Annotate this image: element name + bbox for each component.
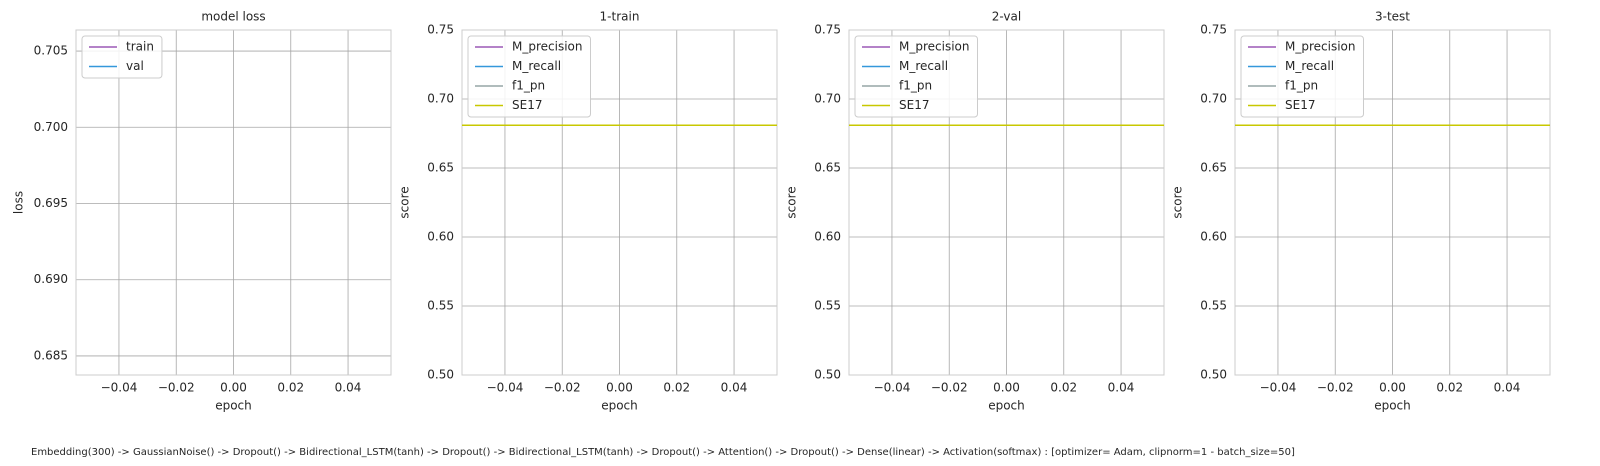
legend-label: M_precision: [1285, 40, 1356, 54]
y-tick-label: 0.65: [427, 161, 454, 175]
x-tick-label: 0.00: [993, 381, 1020, 395]
legend: M_precision M_recall f1_pn SE17: [854, 35, 978, 118]
chart-title: 1-train: [600, 10, 640, 24]
y-tick-label: 0.700: [34, 120, 68, 134]
y-tick-label: 0.685: [34, 348, 68, 362]
legend-label: M_precision: [899, 40, 970, 54]
x-tick-label: −0.02: [544, 381, 581, 395]
legend-label: f1_pn: [899, 79, 932, 93]
x-axis-label: epoch: [988, 399, 1025, 413]
x-tick-label: 0.02: [663, 381, 690, 395]
y-tick-label: 0.55: [427, 299, 454, 313]
plot-frame: [461, 29, 778, 376]
y-tick-label: 0.75: [427, 23, 454, 37]
footer: Embedding(300) -> GaussianNoise() -> Dro…: [31, 447, 1295, 458]
y-tick-label: 0.60: [427, 230, 454, 244]
plot-frame: [75, 29, 392, 376]
legend-label: M_recall: [899, 59, 948, 73]
x-tick-label: 0.04: [721, 381, 748, 395]
y-tick-label: 0.70: [427, 92, 454, 106]
y-tick-label: 0.705: [34, 44, 68, 58]
x-axis-label: epoch: [1374, 399, 1411, 413]
y-tick-label: 0.75: [1200, 23, 1227, 37]
legend-label: SE17: [899, 98, 929, 112]
x-tick-label: 0.00: [606, 381, 633, 395]
legend-label: train: [126, 40, 154, 54]
x-tick-label: −0.04: [874, 381, 911, 395]
legend-label: SE17: [1285, 98, 1315, 112]
y-tick-label: 0.70: [1200, 92, 1227, 106]
x-tick-label: −0.04: [101, 381, 138, 395]
y-axis-label: score: [785, 186, 799, 218]
x-tick-label: 0.04: [335, 381, 362, 395]
x-axis-label: epoch: [601, 399, 638, 413]
y-tick-label: 0.50: [814, 368, 841, 382]
x-tick-label: 0.00: [1379, 381, 1406, 395]
legend: train val: [81, 35, 163, 79]
y-axis-label: loss: [12, 191, 26, 214]
x-tick-label: −0.04: [487, 381, 524, 395]
legend-label: M_recall: [1285, 59, 1334, 73]
plot-frame: [848, 29, 1165, 376]
legend: M_precision M_recall f1_pn SE17: [1240, 35, 1364, 118]
x-tick-label: −0.02: [931, 381, 968, 395]
x-tick-label: 0.02: [1436, 381, 1463, 395]
legend-box: [1240, 35, 1364, 118]
legend-label: f1_pn: [512, 79, 545, 93]
legend-label: M_precision: [512, 40, 583, 54]
chart-title: 3-test: [1375, 10, 1410, 24]
y-tick-label: 0.50: [1200, 368, 1227, 382]
chart-title: 2-val: [992, 10, 1021, 24]
x-tick-label: −0.02: [1317, 381, 1354, 395]
x-tick-label: 0.02: [1050, 381, 1077, 395]
chart-title: model loss: [201, 10, 265, 24]
y-tick-label: 0.75: [814, 23, 841, 37]
legend-label: M_recall: [512, 59, 561, 73]
y-tick-label: 0.695: [34, 196, 68, 210]
plot-frame: [1234, 29, 1551, 376]
y-tick-label: 0.65: [1200, 161, 1227, 175]
y-tick-label: 0.55: [1200, 299, 1227, 313]
x-tick-label: −0.02: [158, 381, 195, 395]
x-tick-label: 0.04: [1108, 381, 1135, 395]
legend-label: f1_pn: [1285, 79, 1318, 93]
legend-label: val: [126, 59, 144, 73]
legend: M_precision M_recall f1_pn SE17: [467, 35, 591, 118]
y-tick-label: 0.50: [427, 368, 454, 382]
y-tick-label: 0.55: [814, 299, 841, 313]
y-tick-label: 0.690: [34, 272, 68, 286]
x-tick-label: 0.00: [220, 381, 247, 395]
y-axis-label: score: [1171, 186, 1185, 218]
y-tick-label: 0.70: [814, 92, 841, 106]
x-tick-label: 0.04: [1494, 381, 1521, 395]
legend-label: SE17: [512, 98, 542, 112]
y-tick-label: 0.60: [1200, 230, 1227, 244]
legend-box: [854, 35, 978, 118]
legend-box: [467, 35, 591, 118]
y-tick-label: 0.60: [814, 230, 841, 244]
x-axis-label: epoch: [215, 399, 252, 413]
x-tick-label: −0.04: [1260, 381, 1297, 395]
y-axis-label: score: [398, 186, 412, 218]
x-tick-label: 0.02: [277, 381, 304, 395]
y-tick-label: 0.65: [814, 161, 841, 175]
